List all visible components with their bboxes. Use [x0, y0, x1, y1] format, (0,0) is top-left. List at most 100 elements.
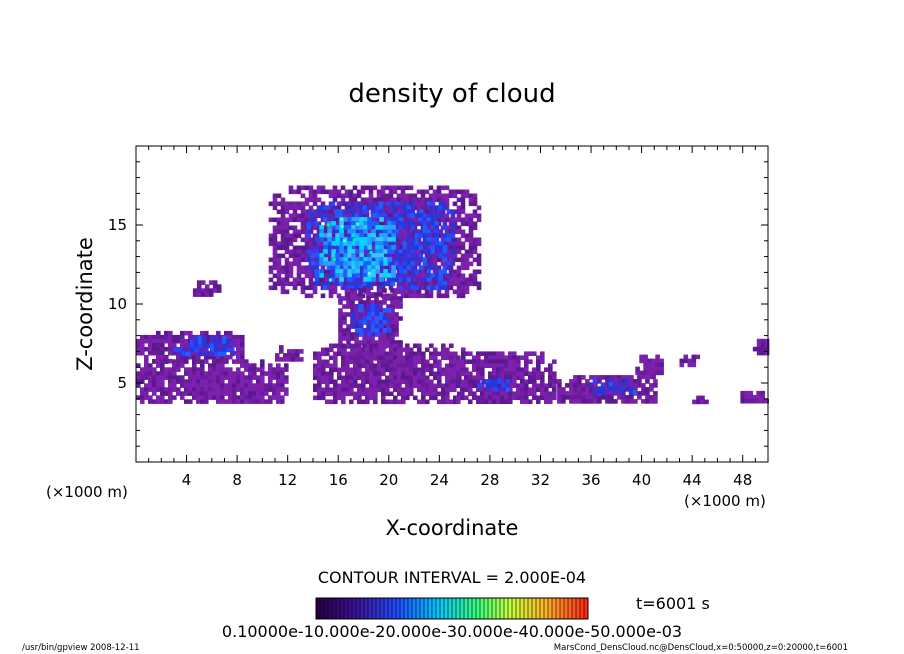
colorbar-cell	[480, 598, 485, 619]
x-unit-right: (×1000 m)	[684, 492, 766, 510]
cloud-cell	[156, 379, 161, 384]
cloud-cell	[484, 351, 489, 356]
cloud-cell	[304, 241, 310, 247]
cloud-cell	[417, 387, 422, 393]
cloud-cell	[426, 265, 432, 270]
cloud-cell	[379, 273, 384, 278]
cloud-cell	[359, 253, 364, 258]
cloud-cell	[524, 363, 529, 368]
cloud-cell	[629, 395, 634, 400]
cloud-cell	[168, 391, 173, 396]
cloud-cell	[456, 225, 462, 231]
cloud-cell	[385, 343, 390, 349]
cloud-cell	[213, 347, 219, 353]
cloud-cell	[408, 185, 414, 191]
cloud-cell	[338, 213, 344, 218]
cloud-cell	[360, 293, 366, 299]
cloud-cell	[345, 359, 350, 365]
cloud-cell	[248, 371, 253, 376]
cloud-cell	[216, 363, 221, 368]
cloud-cell	[605, 387, 610, 392]
cloud-cell	[394, 261, 400, 266]
cloud-cell	[300, 225, 306, 231]
cloud-cell	[180, 338, 185, 344]
cloud-cell	[208, 387, 213, 392]
cloud-cell	[220, 383, 225, 388]
cloud-cell	[304, 201, 310, 207]
cloud-cell	[449, 359, 454, 365]
cloud-cell	[280, 233, 286, 239]
cloud-cell	[172, 383, 177, 388]
cloud-cell	[756, 350, 762, 356]
cloud-cell	[310, 213, 316, 218]
cloud-cell	[381, 359, 386, 365]
cloud-cell	[353, 375, 358, 381]
cloud-cell	[280, 281, 286, 287]
cloud-cell	[240, 359, 245, 364]
cloud-cell	[378, 332, 383, 337]
cloud-cell	[436, 217, 442, 223]
cloud-cell	[365, 375, 370, 381]
colorbar-cell	[376, 598, 381, 619]
x-tick-label: 48	[733, 471, 752, 489]
cloud-cell	[683, 354, 689, 360]
footer-left: /usr/bin/gpview 2008-12-11	[22, 643, 140, 653]
cloud-cell	[456, 269, 462, 275]
cloud-cell	[284, 229, 290, 235]
cloud-cell	[319, 253, 324, 258]
cloud-cell	[357, 347, 362, 353]
cloud-cell	[244, 391, 249, 396]
cloud-cell	[209, 339, 215, 345]
cloud-cell	[422, 213, 428, 218]
cloud-cell	[460, 257, 466, 263]
colorbar-cell	[404, 598, 409, 619]
cloud-cell	[276, 391, 281, 396]
cloud-cell	[256, 379, 261, 384]
cloud-cell	[240, 391, 245, 396]
cloud-cell	[437, 383, 442, 389]
cloud-cell	[358, 265, 364, 270]
cloud-cell	[220, 375, 225, 380]
cloud-cell	[358, 340, 363, 345]
cloud-cell	[382, 253, 388, 258]
cloud-cell	[390, 340, 395, 345]
cloud-cell	[476, 355, 481, 360]
cloud-cell	[188, 375, 193, 380]
cloud-cell	[366, 296, 371, 301]
cloud-cell	[342, 304, 347, 309]
cloud-cell	[300, 265, 306, 271]
cloud-cell	[628, 386, 634, 391]
cloud-cell	[168, 399, 173, 404]
cloud-cell	[284, 249, 290, 255]
cloud-cell	[492, 375, 497, 380]
cloud-cell	[323, 245, 328, 250]
cloud-cell	[496, 391, 501, 396]
cloud-cell	[156, 375, 161, 380]
cloud-cell	[488, 363, 493, 368]
cloud-cell	[328, 289, 334, 295]
cloud-cell	[424, 197, 430, 203]
cloud-cell	[373, 375, 378, 381]
cloud-cell	[493, 379, 498, 384]
cloud-cell	[236, 359, 241, 364]
column-blue	[350, 304, 392, 337]
cloud-cell	[381, 399, 386, 405]
cloud-cell	[374, 304, 380, 309]
cloud-cell	[208, 354, 213, 360]
cloud-cell	[240, 395, 245, 400]
cloud-cell	[464, 281, 470, 287]
cloud-cell	[756, 398, 761, 404]
cloud-cell	[480, 391, 485, 396]
cloud-cell	[651, 370, 656, 376]
cloud-cell	[168, 358, 173, 364]
cloud-cell	[516, 359, 521, 364]
cloud-cell	[401, 347, 406, 353]
cloud-cell	[369, 347, 374, 353]
cloud-cell	[386, 277, 392, 282]
small-blob-b	[679, 354, 701, 368]
cloud-cell	[377, 359, 382, 365]
cloud-cell	[339, 229, 344, 234]
cloud-cell	[363, 261, 368, 266]
cloud-cell	[391, 269, 396, 274]
cloud-cell	[160, 379, 165, 384]
